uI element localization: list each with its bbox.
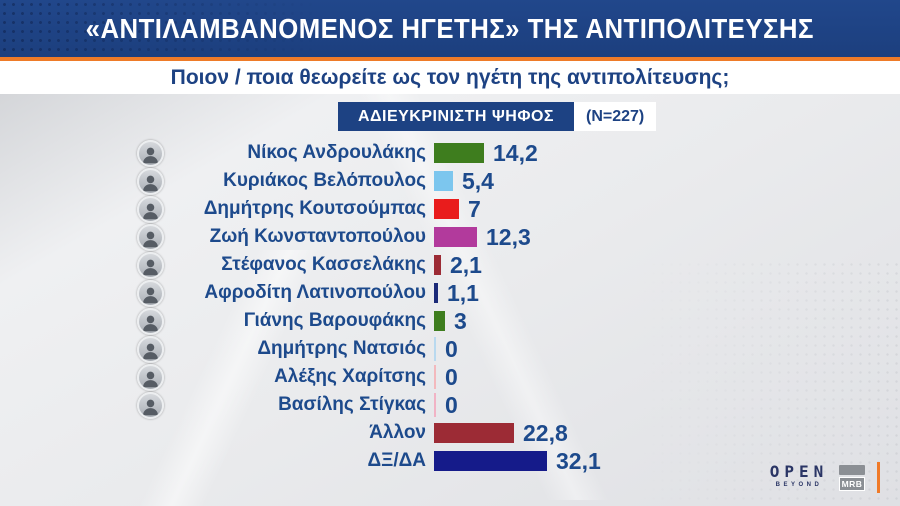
poll-row: Βασίλης Στίγκας 0 xyxy=(0,391,900,419)
value-bar xyxy=(434,393,436,417)
poll-row: Νίκος Ανδρουλάκης 14,2 xyxy=(0,139,900,167)
person-silhouette-icon xyxy=(143,399,158,415)
person-silhouette-icon xyxy=(143,231,158,247)
person-silhouette-icon xyxy=(143,203,158,219)
politician-photo xyxy=(137,167,164,195)
politician-name: Ζωή Κωνσταντοπούλου xyxy=(209,226,426,247)
value-label: 22,8 xyxy=(523,419,568,446)
politician-name: Στέφανος Κασσελάκης xyxy=(221,254,426,275)
subtitle-band: Ποιον / ποια θεωρείτε ως τον ηγέτη της α… xyxy=(0,61,900,94)
value-label: 32,1 xyxy=(556,447,601,474)
politician-photo xyxy=(137,251,164,279)
person-silhouette-icon xyxy=(143,147,158,163)
poll-row: Αλέξης Χαρίτσης 0 xyxy=(0,363,900,391)
sample-size-label: (N=227) xyxy=(574,102,657,131)
value-label: 2,1 xyxy=(450,251,482,278)
politician-photo xyxy=(137,391,164,419)
person-silhouette-icon xyxy=(143,371,158,387)
value-bar xyxy=(434,337,436,361)
value-label: 14,2 xyxy=(493,139,538,166)
politician-name: Αλέξης Χαρίτσης xyxy=(274,366,426,387)
politician-photo xyxy=(137,363,164,391)
poll-row: Ζωή Κωνσταντοπούλου 12,3 xyxy=(0,223,900,251)
politician-name: Αφροδίτη Λατινοπούλου xyxy=(204,282,426,303)
value-label: 12,3 xyxy=(486,223,531,250)
value-bar xyxy=(434,365,436,389)
person-silhouette-icon xyxy=(143,287,158,303)
politician-name: Δημήτρης Νατσιός xyxy=(257,338,426,359)
value-bar xyxy=(434,283,438,303)
open-tv-logo: OPEN BEYOND xyxy=(768,462,830,488)
value-bar xyxy=(434,227,477,247)
mrb-logo-bar xyxy=(839,465,865,475)
politician-name: Γιάνης Βαρουφάκης xyxy=(243,310,426,331)
poll-row: Στέφανος Κασσελάκης 2,1 xyxy=(0,251,900,279)
politician-photo xyxy=(137,279,164,307)
politician-name: Άλλον xyxy=(369,422,426,443)
politician-name: ΔΞ/ΔΑ xyxy=(367,450,426,471)
header-bar: «ΑΝΤΙΛΑΜΒΑΝΟΜΕΝΟΣ ΗΓΕΤΗΣ» ΤΗΣ ΑΝΤΙΠΟΛΙΤΕ… xyxy=(0,0,900,57)
open-logo-text: OPEN xyxy=(769,462,829,481)
poll-row: Άλλον 22,8 xyxy=(0,419,900,447)
badge-group: ΑΔΙΕΥΚΡΙΝΙΣΤΗ ΨΗΦΟΣ (N=227) xyxy=(338,102,657,131)
value-bar xyxy=(434,171,453,191)
value-label: 7 xyxy=(468,195,481,222)
person-silhouette-icon xyxy=(143,315,158,331)
politician-name: Νίκος Ανδρουλάκης xyxy=(247,142,426,163)
value-bar xyxy=(434,255,441,275)
poll-question: Ποιον / ποια θεωρείτε ως τον ηγέτη της α… xyxy=(170,65,730,89)
value-label: 5,4 xyxy=(462,167,494,194)
poll-row: Κυριάκος Βελόπουλος 5,4 xyxy=(0,167,900,195)
politician-photo xyxy=(137,223,164,251)
page-title: «ΑΝΤΙΛΑΜΒΑΝΟΜΕΝΟΣ ΗΓΕΤΗΣ» ΤΗΣ ΑΝΤΙΠΟΛΙΤΕ… xyxy=(85,12,815,44)
value-label: 0 xyxy=(445,391,458,418)
value-label: 1,1 xyxy=(447,279,479,306)
vote-category-badge: ΑΔΙΕΥΚΡΙΝΙΣΤΗ ΨΗΦΟΣ xyxy=(338,102,574,131)
poll-row: Δημήτρης Νατσιός 0 xyxy=(0,335,900,363)
poll-row: Γιάνης Βαρουφάκης 3 xyxy=(0,307,900,335)
politician-photo xyxy=(137,195,164,223)
value-label: 0 xyxy=(445,335,458,362)
politician-photo xyxy=(137,307,164,335)
open-logo-subtext: BEYOND xyxy=(775,482,823,488)
orange-divider xyxy=(0,57,900,61)
value-bar xyxy=(434,311,445,331)
person-silhouette-icon xyxy=(143,343,158,359)
politician-photo xyxy=(137,139,164,167)
politician-photo xyxy=(137,335,164,363)
poll-rows: Νίκος Ανδρουλάκης 14,2 Κυριάκος Βελόπουλ… xyxy=(0,139,900,475)
poll-row: Αφροδίτη Λατινοπούλου 1,1 xyxy=(0,279,900,307)
poll-row: ΔΞ/ΔΑ 32,1 xyxy=(0,447,900,475)
politician-name: Δημήτρης Κουτσούμπας xyxy=(203,198,426,219)
mrb-logo: MRB xyxy=(839,465,865,491)
value-bar xyxy=(434,199,459,219)
politician-name: Βασίλης Στίγκας xyxy=(278,394,426,415)
politician-name: Κυριάκος Βελόπουλος xyxy=(223,170,426,191)
value-label: 0 xyxy=(445,363,458,390)
value-label: 3 xyxy=(454,307,467,334)
person-silhouette-icon xyxy=(143,175,158,191)
mrb-logo-text: MRB xyxy=(839,477,865,491)
value-bar xyxy=(434,451,547,471)
poll-row: Δημήτρης Κουτσούμπας 7 xyxy=(0,195,900,223)
value-bar xyxy=(434,143,484,163)
person-silhouette-icon xyxy=(143,259,158,275)
value-bar xyxy=(434,423,514,443)
orange-tick-mark xyxy=(877,462,880,493)
